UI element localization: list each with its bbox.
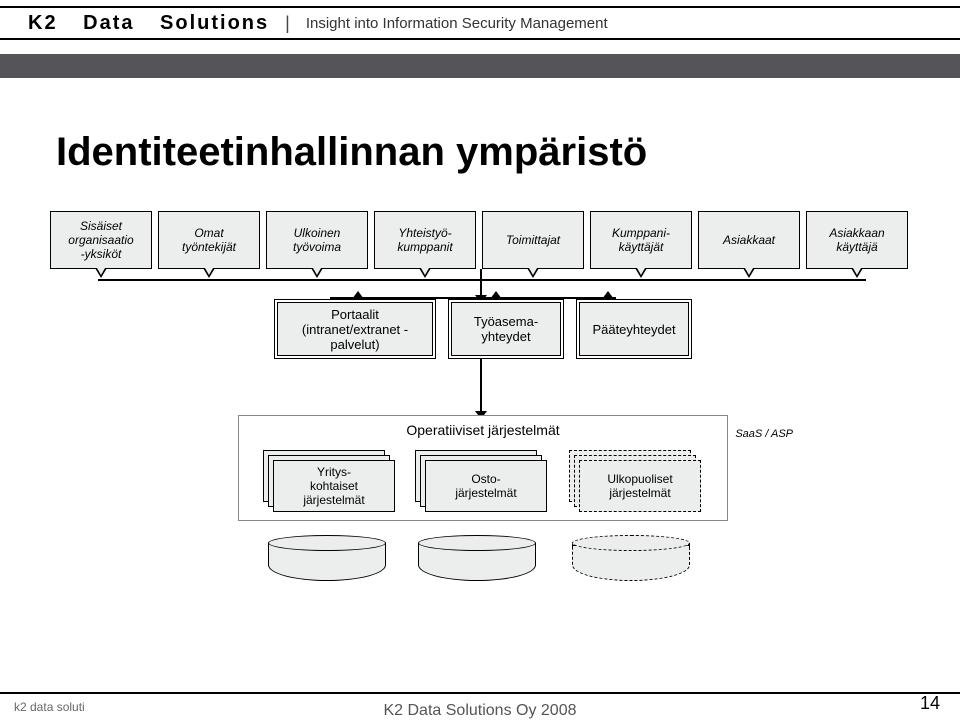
row2-box-1: Työasema- yhteydet [448,299,564,359]
page-number: 14 [920,693,940,714]
row3-wrap: Operatiiviset järjestelmät SaaS / ASP Yr… [50,415,916,521]
row1-box-1: Omat työntekijät [158,211,260,269]
row2-wrap: Portaalit (intranet/extranet - palvelut)… [50,299,916,359]
row1-box-3: Yhteistyö- kumppanit [374,211,476,269]
row1-box-2: Ulkoinen työvoima [266,211,368,269]
row2-box-0: Portaalit (intranet/extranet - palvelut) [274,299,436,359]
row1-box-4: Toimittajat [482,211,584,269]
header-bar: K2 Data Solutions | Insight into Informa… [0,6,960,40]
row3-stack-label-1: Osto- järjestelmät [425,460,547,512]
connector-row1-row2 [50,269,916,299]
row1: Sisäiset organisaatio -yksikötOmat työnt… [50,211,914,269]
brand-divider: | [285,13,290,34]
cylinder-2 [572,535,690,581]
row2-box-label-1: Työasema- yhteydet [451,302,561,356]
row4-cylinders [50,529,916,599]
row2-connector-bar [330,297,616,299]
row1-box-0: Sisäiset organisaatio -yksiköt [50,211,152,269]
row3-title: Operatiiviset järjestelmät [239,422,727,438]
row3-container: Operatiiviset järjestelmät SaaS / ASP Yr… [238,415,728,521]
row2-chev-mid [490,291,502,299]
connector-row2-row3 [50,359,916,415]
brand-text: K2 Data Solutions [28,12,269,35]
row2-box-2: Pääteyhteydet [576,299,692,359]
row1-box-6: Asiakkaat [698,211,800,269]
cylinder-1 [418,535,536,581]
tagline-text: Insight into Information Security Manage… [306,15,608,32]
row2-box-label-0: Portaalit (intranet/extranet - palvelut) [277,302,433,356]
row2-box-label-2: Pääteyhteydet [579,302,689,356]
dark-band [0,54,960,78]
row1-box-7: Asiakkaan käyttäjä [806,211,908,269]
row3-stack-0: Yritys- kohtaiset järjestelmät [263,450,385,508]
footer-center-clipped: K2 Data Solutions Oy 2008 [0,702,960,720]
row2-chev-right [602,291,614,299]
footer-line [0,692,960,694]
row3-stack-1: Osto- järjestelmät [415,450,537,508]
saas-label: SaaS / ASP [735,428,793,440]
slide-title: Identiteetinhallinnan ympäristö [56,130,960,175]
row1-box-5: Kumppani- käyttäjät [590,211,692,269]
row3-stack-label-0: Yritys- kohtaiset järjestelmät [273,460,395,512]
cylinder-0 [268,535,386,581]
row2: Portaalit (intranet/extranet - palvelut)… [50,299,916,359]
row1-wrap: Sisäiset organisaatio -yksikötOmat työnt… [50,211,914,269]
row3-stack-label-2: Ulkopuoliset järjestelmät [579,460,701,512]
row3-stack-2: Ulkopuoliset järjestelmät [569,450,691,508]
row2-chev-left [352,291,364,299]
